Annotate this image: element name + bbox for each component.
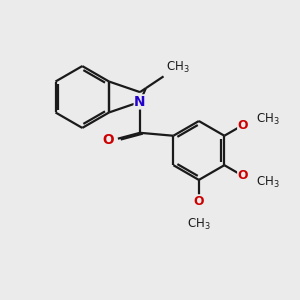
Text: CH$_3$: CH$_3$	[166, 60, 190, 75]
Text: CH$_3$: CH$_3$	[256, 174, 280, 190]
Text: CH$_3$: CH$_3$	[187, 216, 211, 232]
Text: N: N	[134, 95, 146, 109]
Text: CH$_3$: CH$_3$	[256, 111, 280, 127]
Text: O: O	[238, 118, 248, 132]
Text: O: O	[194, 195, 204, 208]
Text: O: O	[103, 133, 114, 147]
Text: O: O	[238, 169, 248, 182]
